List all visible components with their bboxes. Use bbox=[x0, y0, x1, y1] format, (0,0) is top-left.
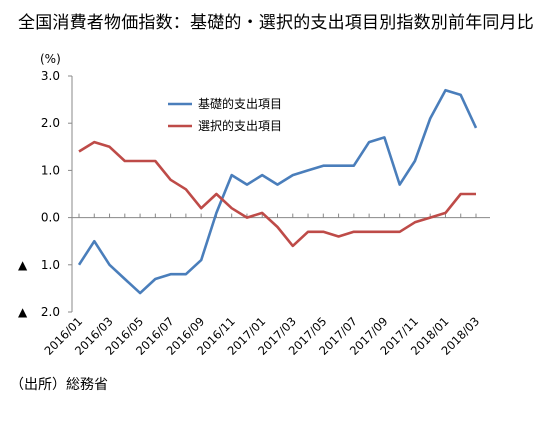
y-tick-label-sign: ▲ bbox=[18, 258, 28, 272]
y-tick-label-value: 1.0 bbox=[41, 258, 60, 272]
legend-label: 基礎的支出項目 bbox=[198, 96, 282, 111]
series-line-selective bbox=[78, 140, 476, 248]
y-tick-label: 0.0 bbox=[41, 211, 60, 225]
y-axis-unit: (%) bbox=[40, 52, 61, 66]
y-tick-label: 1.0 bbox=[41, 163, 60, 177]
legend-label: 選択的支出項目 bbox=[198, 118, 282, 133]
y-tick-label: 3.0 bbox=[41, 69, 60, 83]
y-tick-label: 2.0 bbox=[41, 116, 60, 130]
chart-title: 全国消費者物価指数：基礎的・選択的支出項目別指数別前年同月比 bbox=[18, 13, 534, 33]
series-line-basic bbox=[77, 88, 478, 295]
source-note: （出所）総務省 bbox=[10, 377, 108, 393]
y-tick-label-value: 2.0 bbox=[41, 305, 60, 319]
y-tick-label-sign: ▲ bbox=[18, 305, 28, 319]
